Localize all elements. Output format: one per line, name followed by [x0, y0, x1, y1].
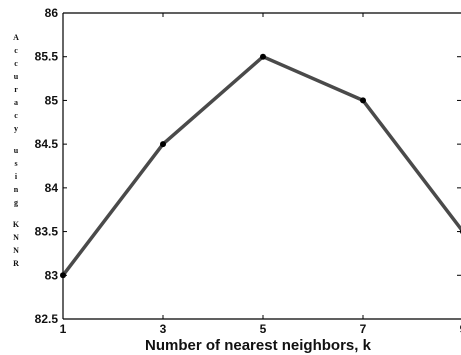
x-axis-ticks: 1 3 5 7 9 — [60, 13, 461, 336]
y-axis-label-letter: N — [13, 233, 19, 242]
plot-frame — [62, 12, 461, 320]
data-point — [60, 272, 66, 279]
y-tick-label: 83 — [45, 268, 59, 282]
y-axis-label-letter: y — [14, 124, 18, 133]
y-axis-label-letter: N — [13, 246, 19, 255]
y-tick-label: 84 — [45, 181, 59, 195]
y-axis-ticks: 82.5 83 83.5 84 84.5 85 85.5 86 — [35, 6, 461, 326]
y-axis-label-letter: c — [14, 111, 18, 120]
x-tick-label: 7 — [360, 322, 367, 336]
y-tick-label: 83.5 — [35, 225, 59, 239]
y-tick-label: 85.5 — [35, 50, 59, 64]
x-tick-label: 9 — [460, 322, 461, 336]
x-tick-label: 3 — [160, 322, 167, 336]
y-axis-label-letter: a — [14, 98, 18, 107]
y-tick-label: 86 — [45, 6, 59, 20]
y-axis-label-letter: g — [14, 198, 18, 207]
series-group — [60, 53, 461, 279]
y-axis-label-letter: i — [15, 172, 18, 181]
y-axis-label-letter: R — [13, 259, 19, 268]
y-tick-label: 84.5 — [35, 137, 59, 151]
y-axis-label-letter: n — [14, 185, 19, 194]
x-axis-label: Number of nearest neighbors, k — [145, 337, 372, 354]
y-axis-label-letter: A — [13, 33, 19, 42]
x-tick-label: 1 — [60, 322, 67, 336]
y-axis-label-letter: c — [14, 59, 18, 68]
data-point — [160, 141, 166, 148]
y-axis-label-letter: u — [14, 72, 19, 81]
y-axis-label-letter: r — [14, 85, 18, 94]
y-axis-label-letter: s — [14, 159, 17, 168]
y-tick-label: 82.5 — [35, 312, 59, 326]
data-point — [360, 97, 366, 104]
y-tick-label: 85 — [45, 93, 59, 107]
y-axis-label-letter: c — [14, 46, 18, 55]
y-axis-label-letter: u — [14, 146, 19, 155]
y-axis-label-letter: K — [13, 220, 20, 229]
data-point — [260, 53, 266, 60]
series-line — [61, 54, 461, 277]
x-tick-label: 5 — [260, 322, 267, 336]
